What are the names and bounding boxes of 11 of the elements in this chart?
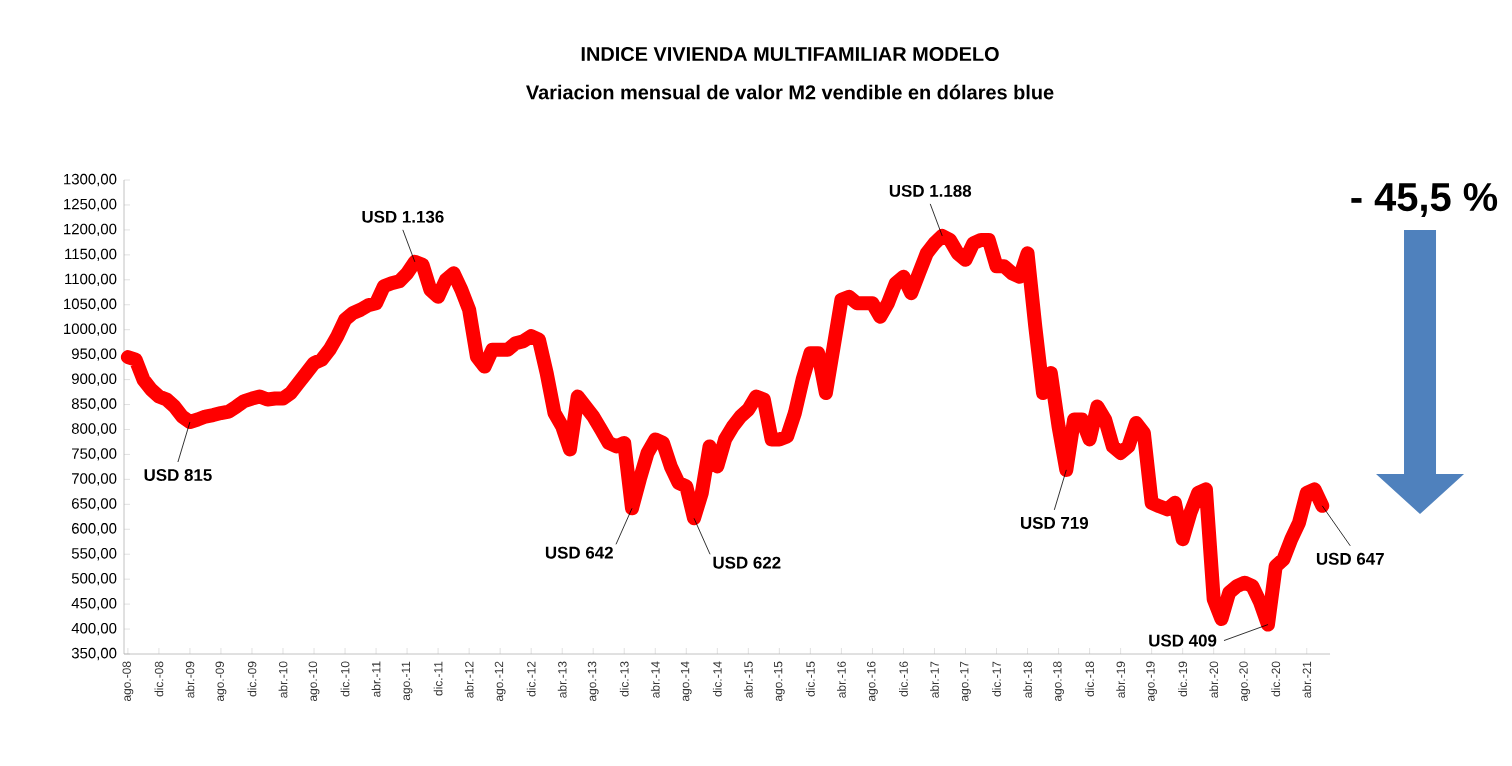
data-label: USD 1.188 [889, 184, 972, 197]
data-label: USD 719 [1020, 516, 1089, 529]
chart-title: INDICE VIVIENDA MULTIFAMILIAR MODELO [581, 46, 999, 62]
data-label: USD 642 [545, 546, 613, 559]
data-label: USD 647 [1316, 552, 1384, 565]
text: - 45,5 % [1351, 183, 1498, 217]
data-label: USD 409 [1149, 634, 1217, 647]
data-label: USD 622 [713, 556, 781, 569]
data-label: USD 815 [144, 469, 212, 482]
data-label: USD 1.136 [362, 210, 444, 223]
chart-subtitle: Variacion mensual de valor M2 vendible en dólares blue [526, 84, 1054, 100]
